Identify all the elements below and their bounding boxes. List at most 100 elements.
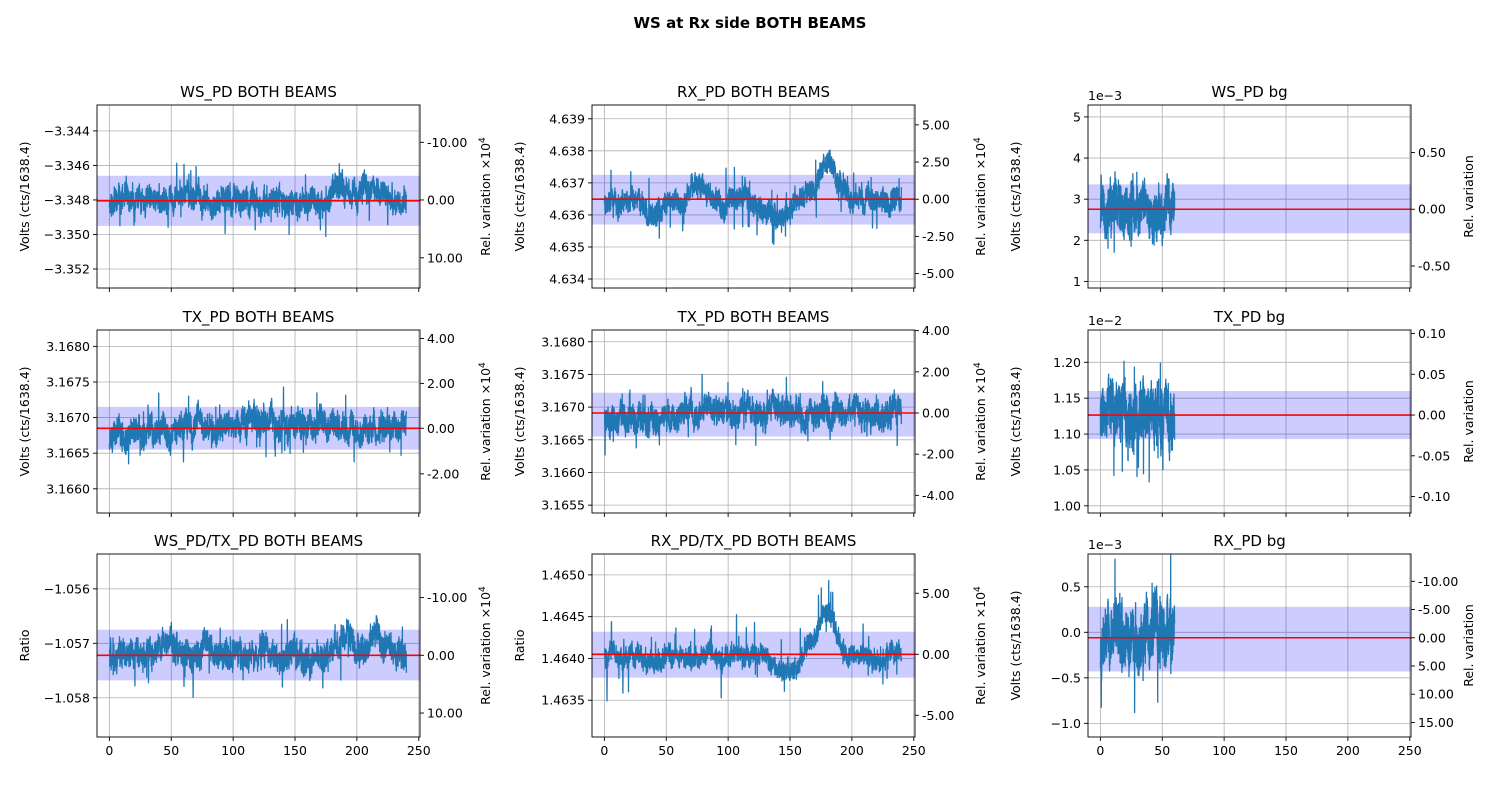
y-tick-label: −3.348 [44,192,90,207]
x-tick-label: 150 [283,743,307,758]
y2-axis-label: Rel. variation [1461,380,1476,463]
y2-tick-label: -10.00 [1418,574,1458,589]
y-tick-label: 3.1670 [46,410,90,425]
panels: −3.344−3.346−3.348−3.350−3.352-10.000.00… [17,83,1476,758]
y-tick-label: −1.057 [44,636,90,651]
y2-axis-label: Rel. variation ×104 [478,137,493,256]
y-tick-label: 1.4645 [541,609,585,624]
y2-tick-label: 5.00 [922,586,950,601]
y-tick-label: −1.058 [44,690,90,705]
y-tick-label: 4 [1073,151,1081,166]
y2-axis-label: Rel. variation ×104 [478,362,493,481]
y-tick-label: 2 [1073,233,1081,248]
y-tick-label: 4.634 [549,272,585,287]
series-line-1 [108,162,408,238]
y-tick-label: −3.352 [44,262,90,277]
y2-tick-label: 4.00 [922,323,950,338]
y-tick-label: 3.1660 [46,481,90,496]
y2-tick-label: 10.00 [1418,687,1454,702]
axes-frame [96,329,421,514]
y-axis-label: Volts (cts/1638.4) [17,366,32,476]
series-line-1 [1099,554,1176,714]
x-tick-label: 100 [716,743,740,758]
axes-frame [1087,329,1412,514]
y-tick-label: −3.350 [44,227,90,242]
x-tick-label: 200 [840,743,864,758]
subplot-1: −3.344 −3.346 −3.348 −3.350 −3.352 -10.00 0.00… [17,83,493,292]
y-tick-label: −3.344 [44,123,90,138]
x-tick-label: 200 [1336,743,1360,758]
y-tick-label: 1.20 [1053,355,1081,370]
y2-tick-label: -2.00 [427,466,459,481]
axes-frame [591,104,916,289]
y-axis-label: Ratio [17,629,32,661]
x-tick-label: 100 [1212,743,1236,758]
y-tick-label: 1.05 [1053,462,1081,477]
axes-frame [96,553,421,738]
y-tick-label: 3.1660 [541,465,585,480]
y-tick-label: 1.4635 [541,693,585,708]
series-line-1 [603,579,903,702]
y2-axis-label-exponent: 4 [478,586,488,592]
y2-axis-label: Rel. variation [1461,155,1476,238]
y-tick-label: 3.1670 [541,400,585,415]
subplot-title: TX_PD BOTH BEAMS [677,308,830,327]
y2-tick-label: -5.00 [922,266,954,281]
y2-tick-label: 0.00 [922,406,950,421]
subplot-7: 0 50 100 150 200 250 −1.056 −1.057 −1.058 -10.00 0… [17,532,493,758]
subplot-6: 1.00 1.05 1.10 1.15 1.20 0.10 0.05 0.00 -0.05 -0.… [1008,308,1476,517]
y-tick-label: 4.636 [549,207,585,222]
y2-tick-label: 0.00 [1418,202,1446,217]
subplot-5: 3.1655 3.1660 3.1665 3.1670 3.1675 3.1680 4.00… [512,308,988,517]
x-tick-label: 200 [345,743,369,758]
y2-axis-label-exponent: 4 [973,137,983,143]
y-axis-label: Volts (cts/1638.4) [512,366,527,476]
subplot-8: 0 50 100 150 200 250 1.4635 1.4640 1.4645 1.4650 5… [512,532,988,758]
y-tick-label: 5 [1073,109,1081,124]
y2-axis-label-exponent: 4 [478,362,488,368]
y-tick-label: 3.1680 [541,334,585,349]
y-tick-label: 0.0 [1061,625,1081,640]
series-line-1 [108,614,408,698]
y2-tick-label: 0.10 [1418,326,1446,341]
y2-tick-label: -0.05 [1418,448,1450,463]
y-tick-label: 1.4640 [541,651,585,666]
y2-tick-label: -5.00 [1418,602,1450,617]
subplot-title: TX_PD bg [1213,308,1285,327]
y2-tick-label: 0.05 [1418,367,1446,382]
y2-tick-label: 2.00 [922,364,950,379]
y-tick-label: −1.056 [44,581,90,596]
subplot-title: WS_PD BOTH BEAMS [180,83,337,102]
axes-frame [96,104,421,289]
y2-tick-label: 0.00 [427,648,455,663]
series-line-1 [108,386,408,465]
y-tick-label: 3.1675 [541,367,585,382]
y2-tick-label: 0.00 [427,421,455,436]
y2-axis-label: Rel. variation ×104 [973,362,988,481]
y2-axis-label: Rel. variation ×104 [478,586,493,705]
y2-axis-label-exponent: 4 [478,137,488,143]
y-tick-label: 3.1680 [46,339,90,354]
y2-tick-label: 5.00 [922,117,950,132]
y-tick-label: 1 [1073,274,1081,289]
x-tick-label: 0 [1096,743,1104,758]
axis-offset-text: 1e−3 [1088,537,1122,552]
y-tick-label: 3.1675 [46,374,90,389]
y-tick-label: −0.5 [1051,670,1081,685]
y2-axis-label: Rel. variation ×104 [973,586,988,705]
subplot-title: RX_PD bg [1213,532,1286,551]
x-tick-label: 150 [1274,743,1298,758]
x-tick-label: 50 [163,743,179,758]
y-tick-label: 4.637 [549,175,585,190]
series-line-1 [1099,360,1176,483]
y-tick-label: −1.0 [1051,716,1081,731]
y-tick-label: 1.15 [1053,391,1081,406]
y2-axis-label: Rel. variation ×104 [973,137,988,256]
y2-tick-label: -10.00 [427,590,467,605]
series-line-1 [603,149,903,245]
axes-frame [591,329,916,514]
grid [592,330,915,513]
axes-frame [1087,553,1412,738]
x-tick-label: 250 [1398,743,1422,758]
